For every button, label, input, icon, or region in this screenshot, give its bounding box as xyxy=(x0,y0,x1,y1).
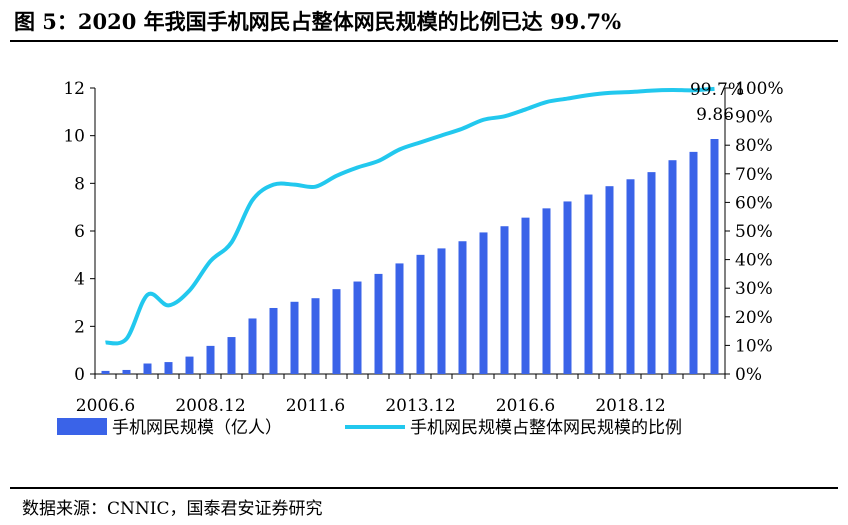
ratio-line xyxy=(105,86,715,346)
annotation-ratio: 99.7% xyxy=(690,80,744,100)
bar xyxy=(605,186,614,374)
bar xyxy=(584,194,593,374)
bar xyxy=(101,370,110,374)
bar xyxy=(143,363,152,374)
bar xyxy=(689,151,698,374)
bar xyxy=(668,160,677,374)
bar xyxy=(437,248,446,374)
bar xyxy=(416,254,425,374)
y-right-tick-label: 20% xyxy=(735,308,773,328)
bar xyxy=(227,337,236,374)
bar xyxy=(311,298,320,374)
y-left-tick-label: 6 xyxy=(74,222,85,242)
source-rule xyxy=(10,487,838,489)
y-right-tick-label: 50% xyxy=(735,222,773,242)
title-rule xyxy=(10,40,838,42)
y-right-tick-label: 60% xyxy=(735,193,773,213)
bar xyxy=(290,301,299,374)
x-tick-label: 2006.6 xyxy=(76,396,135,416)
y-right-tick-label: 0% xyxy=(735,365,762,385)
x-tick-label: 2013.12 xyxy=(385,396,455,416)
chart-title: 图 5：2020 年我国手机网民占整体网民规模的比例已达 99.7% xyxy=(14,9,622,34)
y-left-tick-label: 2 xyxy=(74,317,85,337)
y-right-tick-label: 100% xyxy=(735,79,784,99)
y-left-tick-label: 4 xyxy=(74,270,85,290)
legend-line-label: 手机网民规模占整体网民规模的比例 xyxy=(410,418,682,438)
bar xyxy=(206,345,215,374)
y-right-tick-label: 40% xyxy=(735,251,773,271)
legend-bar-label: 手机网民规模（亿人） xyxy=(112,418,282,438)
x-tick-label: 2016.6 xyxy=(496,396,555,416)
source-note: 数据来源：CNNIC，国泰君安证券研究 xyxy=(22,499,323,519)
bar xyxy=(395,263,404,374)
bar xyxy=(500,226,509,374)
y-right-tick-label: 80% xyxy=(735,136,773,156)
bar xyxy=(647,172,656,374)
y-left-tick-label: 8 xyxy=(74,174,85,194)
bar xyxy=(332,289,341,374)
bar xyxy=(164,362,173,374)
bar xyxy=(122,369,131,374)
bar xyxy=(458,241,467,374)
bar xyxy=(248,318,257,374)
x-tick-label: 2008.12 xyxy=(175,396,245,416)
bar xyxy=(374,273,383,374)
x-tick-label: 2018.12 xyxy=(595,396,665,416)
bar xyxy=(626,179,635,374)
y-left-tick-label: 10 xyxy=(63,127,85,147)
bar xyxy=(563,201,572,374)
bar xyxy=(185,356,194,374)
y-right-tick-label: 30% xyxy=(735,279,773,299)
y-right-tick-label: 70% xyxy=(735,165,773,185)
bar xyxy=(521,217,530,374)
bar xyxy=(269,307,278,374)
y-left-tick-label: 0 xyxy=(74,365,85,385)
y-left-tick-label: 12 xyxy=(63,79,85,99)
y-right-tick-label: 90% xyxy=(735,108,773,128)
x-tick-label: 2011.6 xyxy=(286,396,345,416)
bar xyxy=(542,208,551,374)
bar xyxy=(710,139,719,374)
y-right-tick-label: 10% xyxy=(735,336,773,356)
legend-bar-swatch xyxy=(57,418,107,435)
annotation-users: 9.86 xyxy=(696,105,734,125)
bar xyxy=(479,232,488,374)
chart: 0 2 4 6 8 10 12 0% 10% 20% 30% 40% 50% 60% 70% 80% 90% 10… xyxy=(57,79,784,438)
bar xyxy=(353,281,362,374)
